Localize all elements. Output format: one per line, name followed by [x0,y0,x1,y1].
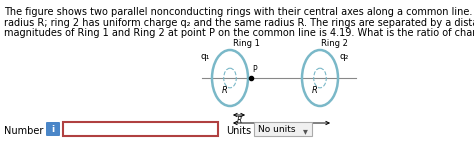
Text: No units: No units [258,125,295,134]
Text: radius R; ring 2 has uniform charge q₂ and the same radius R. The rings are sepa: radius R; ring 2 has uniform charge q₂ a… [4,17,474,27]
Text: d: d [279,124,284,133]
Text: R: R [237,116,242,125]
Text: Ring 2: Ring 2 [321,39,348,48]
FancyBboxPatch shape [46,122,60,136]
Text: The figure shows two parallel nonconducting rings with their central axes along : The figure shows two parallel nonconduct… [4,7,474,17]
FancyBboxPatch shape [63,122,218,136]
Text: magnitudes of Ring 1 and Ring 2 at point P on the common line is 4.19. What is t: magnitudes of Ring 1 and Ring 2 at point… [4,28,474,38]
Text: q₁: q₁ [201,52,210,61]
Text: Number: Number [4,126,44,136]
Text: Ring 1: Ring 1 [233,39,260,48]
FancyBboxPatch shape [254,122,312,136]
Text: Units: Units [226,126,251,136]
Text: q₂: q₂ [340,52,349,61]
Text: R: R [222,86,228,95]
Text: R: R [312,86,318,95]
Text: i: i [52,125,55,133]
Text: P: P [252,65,256,74]
Text: ▾: ▾ [303,126,308,136]
